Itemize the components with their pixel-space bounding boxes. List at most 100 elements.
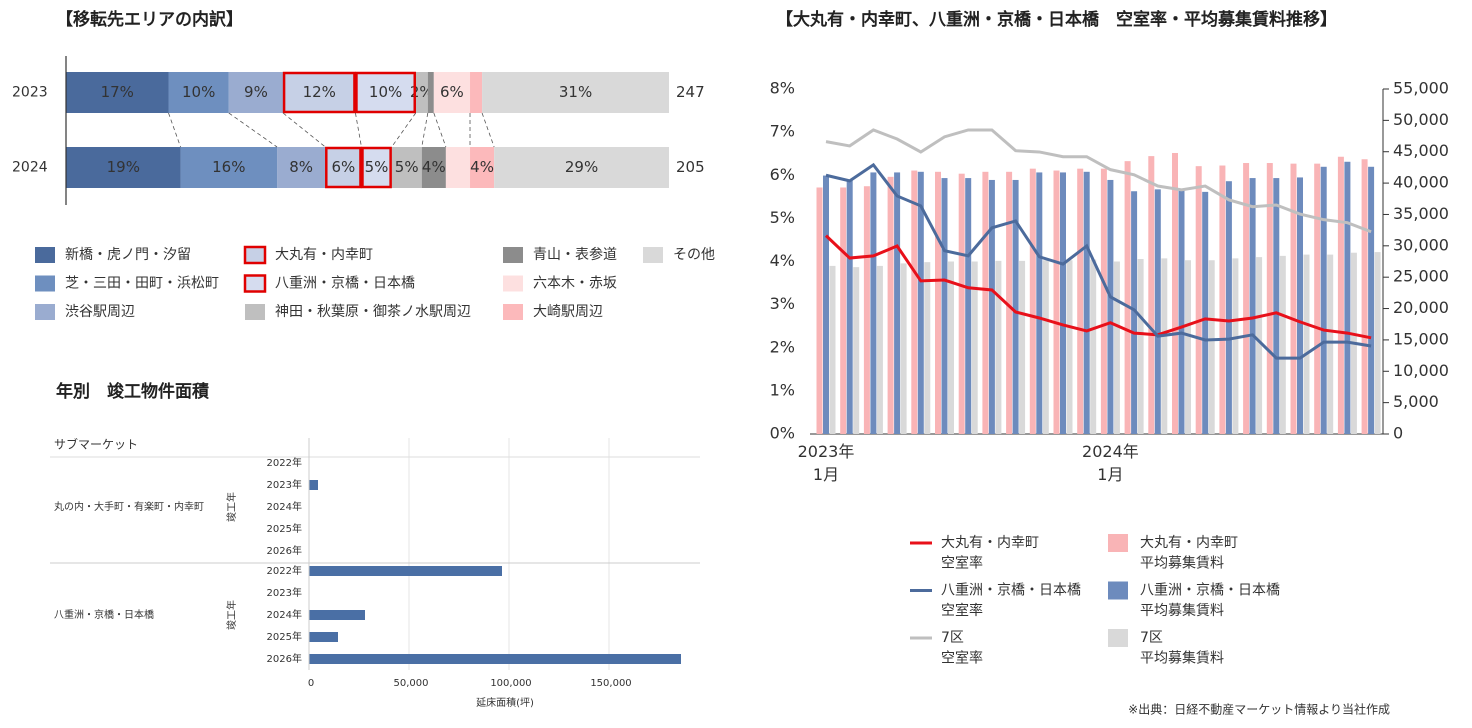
y2-tick-label: 50,000 xyxy=(1393,110,1449,129)
y-tick-label: 2025年 xyxy=(267,630,302,643)
bar xyxy=(1148,156,1155,435)
bar xyxy=(1232,258,1239,434)
x-tick-label: 2024年 1月 xyxy=(1082,442,1139,484)
y2-tick-label: 30,000 xyxy=(1393,235,1449,254)
bar-segment xyxy=(391,147,422,188)
y-tick-label: 2% xyxy=(770,337,795,356)
bar xyxy=(958,173,965,434)
group-axis-label: 竣工年 xyxy=(225,492,238,522)
bar xyxy=(1124,161,1131,435)
highlight-outline xyxy=(282,71,356,114)
legend-label: 新橋・虎ノ門・汐留 xyxy=(65,247,191,263)
connector xyxy=(391,112,417,148)
bar xyxy=(309,610,365,620)
bar-segment xyxy=(427,72,434,113)
y-tick-label: 2024年 xyxy=(267,608,302,621)
bar xyxy=(900,263,907,434)
bar xyxy=(1154,189,1161,434)
bar xyxy=(876,265,883,434)
value-label: 5% xyxy=(395,158,419,176)
value-label: 12% xyxy=(303,83,336,101)
bar-segment xyxy=(470,72,483,113)
bar xyxy=(1344,161,1351,434)
value-label: 10% xyxy=(182,83,215,101)
legend-swatch xyxy=(503,304,523,320)
bar xyxy=(309,566,502,576)
legend-label: 芝・三田・田町・浜松町 xyxy=(65,276,219,292)
highlight-outline xyxy=(355,71,416,114)
highlight-outline xyxy=(361,146,392,189)
bar xyxy=(846,180,853,434)
bar xyxy=(1012,179,1019,434)
y-tick-label: 2025年 xyxy=(267,522,302,535)
value-label: 8% xyxy=(289,158,313,176)
row-label: 2023 xyxy=(12,85,48,101)
y-tick-label: 8% xyxy=(770,79,795,98)
bar-segment xyxy=(494,147,669,188)
line xyxy=(825,128,1372,234)
chart-title: 【移転先エリアの内訳】 xyxy=(56,9,243,30)
total-label: 205 xyxy=(676,158,705,176)
legend-swatch xyxy=(643,247,663,263)
bar xyxy=(995,260,1002,434)
bar xyxy=(1100,168,1107,434)
source-note: ※出典：日経不動産マーケット情報より当社作成 xyxy=(1128,702,1390,717)
bar xyxy=(1256,257,1263,434)
chart-title: 【大丸有・内幸町、八重洲・京橋・日本橋 空室率・平均募集賃料推移】 xyxy=(776,9,1337,30)
legend-label: 7区空室率 xyxy=(941,630,983,666)
legend-swatch xyxy=(245,304,265,320)
y-tick-label: 5% xyxy=(770,208,795,227)
bar xyxy=(1195,166,1202,434)
bar xyxy=(309,654,681,664)
value-label: 19% xyxy=(107,158,140,176)
y-tick-label: 2023年 xyxy=(267,478,302,491)
bar xyxy=(1066,260,1073,434)
y2-tick-label: 15,000 xyxy=(1393,329,1449,348)
connector xyxy=(481,112,495,148)
legend-label: 大崎駅周辺 xyxy=(533,304,603,320)
bar xyxy=(1279,255,1286,434)
bar xyxy=(1077,168,1084,434)
group-label: 丸の内・大手町・有楽町・内幸町 xyxy=(54,500,204,513)
bar xyxy=(1019,260,1026,434)
y-tick-label: 2022年 xyxy=(267,564,302,577)
bar xyxy=(1131,191,1138,434)
bar xyxy=(853,267,860,434)
y2-tick-label: 0 xyxy=(1393,424,1403,443)
value-label: 6% xyxy=(331,158,355,176)
x-tick-label: 150,000 xyxy=(590,678,631,689)
bar xyxy=(1266,163,1273,434)
bar xyxy=(911,170,918,434)
y2-tick-label: 55,000 xyxy=(1393,79,1449,98)
bar-segment xyxy=(168,72,229,113)
value-label: 9% xyxy=(244,83,268,101)
value-label: 6% xyxy=(440,83,464,101)
y-tick-label: 1% xyxy=(770,380,795,399)
bar xyxy=(1107,179,1114,434)
bar-segment xyxy=(66,72,169,113)
bar-segment xyxy=(361,147,392,188)
bar xyxy=(1029,168,1036,434)
bar xyxy=(1172,152,1178,434)
row-label: 2024 xyxy=(12,160,48,176)
bar-segment xyxy=(482,72,669,113)
y-tick-label: 6% xyxy=(770,165,795,184)
legend-label: 八重洲・京橋・日本橋平均募集賃料 xyxy=(1140,583,1280,619)
bar xyxy=(823,175,829,434)
value-label: 16% xyxy=(212,158,245,176)
legend-label: 大丸有・内幸町 xyxy=(275,247,373,263)
connector xyxy=(282,112,326,148)
bar xyxy=(1006,171,1013,435)
bar xyxy=(1178,189,1185,434)
bar-segment xyxy=(433,72,471,113)
legend-swatch xyxy=(243,274,267,293)
bar xyxy=(1368,166,1375,435)
legend-swatch xyxy=(503,247,523,263)
x-tick-label: 100,000 xyxy=(490,678,531,689)
bar xyxy=(1053,170,1060,434)
line xyxy=(825,162,1372,360)
legend-swatch xyxy=(35,275,55,292)
bar xyxy=(1374,252,1381,434)
group-label: 八重洲・京橋・日本橋 xyxy=(54,608,154,621)
legend-label: 大丸有・内幸町平均募集賃料 xyxy=(1140,535,1238,571)
